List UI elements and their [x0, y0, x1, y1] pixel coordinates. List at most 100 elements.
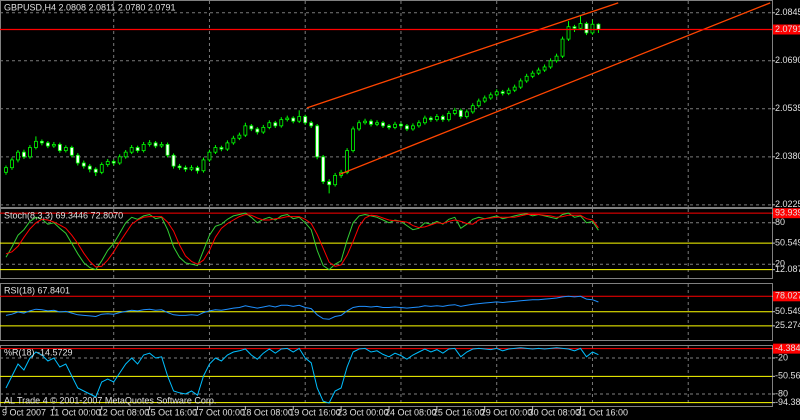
candle-body	[183, 167, 188, 170]
candle-body	[34, 140, 38, 148]
candle-body	[63, 147, 68, 152]
candle-body	[255, 128, 260, 133]
candle-body	[357, 122, 361, 130]
candle-body	[560, 38, 565, 57]
candle-body	[494, 91, 499, 96]
candle-body	[315, 125, 320, 158]
indicator-line	[5, 347, 599, 404]
candle-body	[458, 109, 463, 117]
candle-body	[464, 111, 469, 117]
candle-body	[213, 147, 218, 153]
candle-body	[273, 122, 278, 127]
candle-body	[369, 120, 373, 125]
candle-body	[381, 122, 385, 127]
candle-body	[321, 156, 326, 182]
y-tick-label: 50.5495	[775, 237, 800, 247]
candle-body	[195, 167, 200, 172]
y-tick-label: 2.0225	[775, 199, 800, 209]
y-tick-label: 80	[775, 217, 785, 227]
candle-body	[482, 97, 487, 102]
indicator-line	[5, 295, 599, 320]
candle-body	[387, 125, 391, 128]
candle-body	[177, 165, 182, 169]
x-tick-label: 11 Oct 00:00	[50, 407, 101, 417]
candle-body	[69, 147, 74, 156]
candle-body	[542, 66, 547, 71]
y-tick-label: -50.5618	[775, 371, 800, 381]
copyright-note: AL Trade 4 © 2001-2007 MetaQuotes Softwa…	[4, 395, 216, 405]
tick-label-box	[773, 208, 800, 219]
candle-body	[28, 147, 32, 158]
x-tick-label: 9 Oct 2007	[2, 407, 46, 417]
y-tick-label: -20	[775, 352, 788, 362]
candle-body	[422, 117, 427, 124]
x-tick-label: 18 Oct 08:00	[241, 407, 293, 417]
candle-body	[219, 147, 224, 150]
x-tick-label: 23 Oct 00:00	[337, 407, 389, 417]
candle-body	[470, 105, 475, 113]
candle-body	[405, 125, 409, 130]
candle-body	[249, 125, 254, 130]
y-tick-label: 2.0535	[775, 103, 800, 113]
panel-title: Stoch(8,3,3) 69.3446 72.8070	[4, 210, 123, 220]
candle-body	[500, 91, 505, 94]
candle-body	[81, 162, 86, 167]
candle-body	[518, 80, 523, 88]
candle-body	[363, 120, 367, 124]
candle-body	[93, 168, 98, 173]
candle-body	[506, 89, 511, 94]
y-tick-label: -4.3844	[775, 343, 800, 353]
candle-body	[171, 154, 176, 167]
panel-title: GBPUSD,H4 2.0808 2.0811 2.0780 2.0791	[4, 2, 175, 12]
candle-body	[189, 167, 194, 170]
candle-body	[147, 142, 152, 145]
candle-body	[345, 150, 350, 173]
candle-body	[57, 144, 62, 152]
candle-body	[159, 144, 164, 147]
y-tick-label: 25.2747	[775, 320, 800, 330]
tick-label-box	[773, 291, 800, 302]
candle-body	[303, 116, 308, 124]
candle-body	[446, 113, 451, 121]
candle-body	[111, 161, 116, 164]
y-tick-label: -94.3820	[775, 397, 800, 407]
candle-body	[291, 117, 296, 122]
candle-body	[22, 151, 26, 158]
indicator-line	[5, 212, 599, 271]
candle-body	[572, 26, 577, 29]
candle-body	[476, 100, 481, 107]
x-tick-label: 15 Oct 16:00	[146, 407, 198, 417]
candle-body	[530, 72, 535, 77]
candle-body	[536, 69, 541, 74]
y-tick-label: -80	[775, 388, 788, 398]
candle-body	[548, 60, 553, 68]
candle-body	[267, 122, 272, 128]
candle-body	[428, 117, 433, 121]
candle-body	[554, 55, 559, 62]
x-tick-label: 19 Oct 16:00	[289, 407, 341, 417]
candle-body	[201, 159, 206, 172]
candle-body	[141, 144, 146, 152]
candle-body	[584, 23, 589, 34]
trend-line	[339, 2, 771, 176]
candle-body	[297, 116, 302, 122]
candle-body	[393, 123, 397, 128]
x-tick-label: 12 Oct 08:00	[98, 407, 150, 417]
candle-body	[488, 94, 493, 99]
candle-body	[129, 147, 134, 153]
panel-frame	[0, 0, 773, 208]
candle-body	[399, 123, 403, 127]
candle-body	[524, 75, 529, 82]
y-tick-label: 93.9394	[775, 208, 800, 218]
candle-body	[434, 116, 439, 121]
candle-body	[123, 151, 128, 158]
candle-body	[452, 109, 457, 114]
candle-body	[578, 23, 583, 29]
x-tick-label: 17 Oct 00:00	[193, 407, 245, 417]
candle-body	[117, 156, 122, 164]
candle-body	[10, 159, 14, 169]
candle-body	[333, 175, 338, 186]
trend-line	[306, 2, 619, 109]
candle-body	[279, 119, 284, 127]
